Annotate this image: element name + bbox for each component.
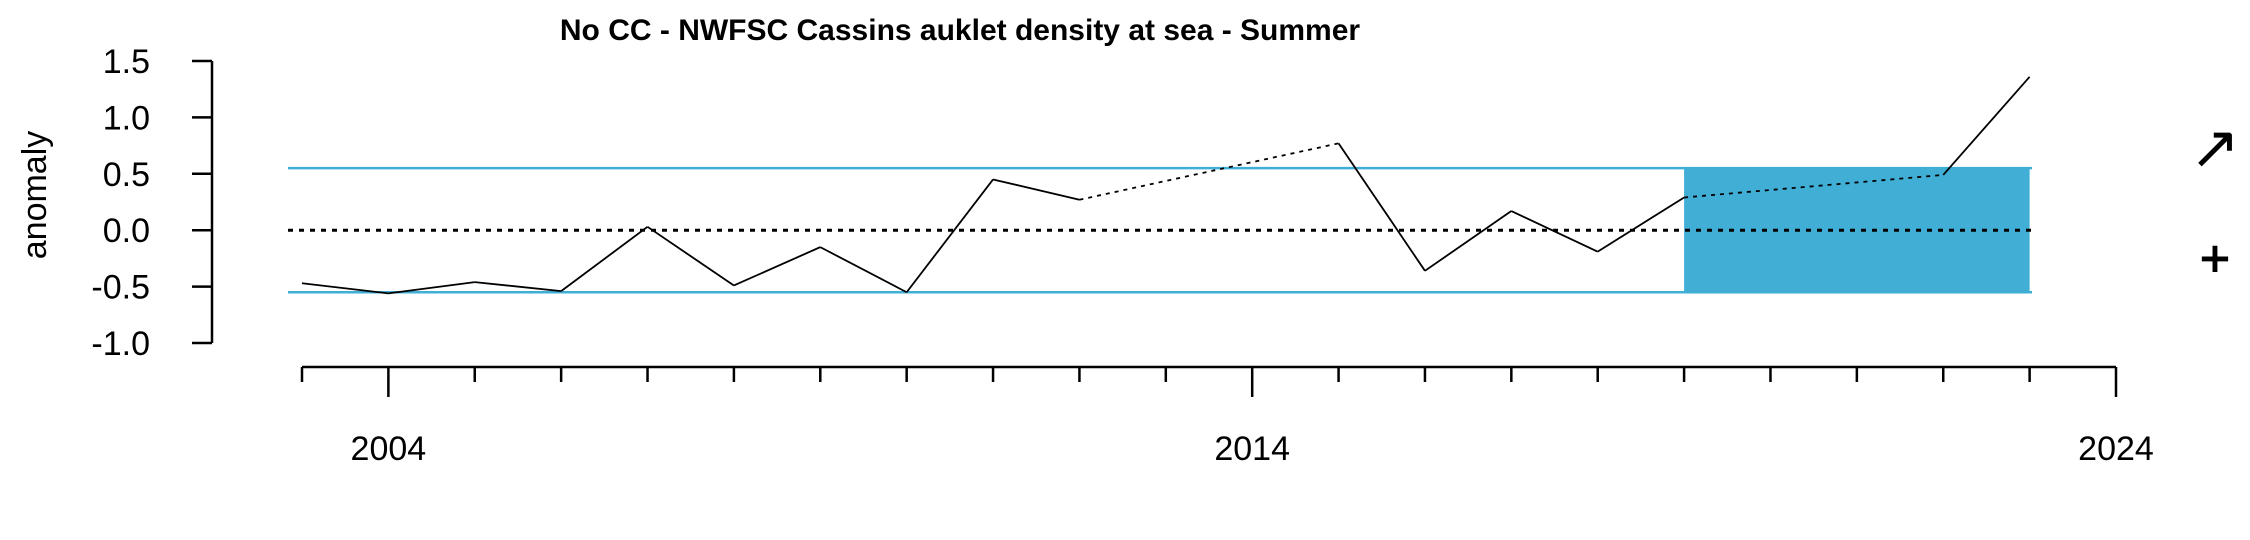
trend-arrow-icon: ↗ — [2190, 113, 2240, 183]
series-segment — [560, 226, 649, 292]
series-segment — [992, 178, 1080, 201]
x-tick-label: 2014 — [1214, 430, 1290, 468]
series-segment — [1597, 196, 1685, 253]
recent-period-band — [1684, 168, 2030, 293]
series-segment — [819, 246, 908, 294]
series-segment — [301, 282, 389, 295]
y-tick-label: -0.5 — [91, 269, 150, 307]
y-axis-label: anomaly — [16, 131, 54, 260]
series-gap-segment — [1684, 174, 1944, 199]
y-tick-label: 1.0 — [103, 99, 150, 137]
x-tick-label: 2004 — [351, 430, 427, 468]
series-gap-segment — [1079, 142, 1339, 201]
series-segment — [1510, 210, 1599, 253]
series-segment — [1424, 210, 1512, 272]
mean-indicator-plus-icon: + — [2197, 233, 2232, 282]
series-segment — [647, 226, 735, 287]
data-series — [301, 76, 2031, 295]
series-segment — [905, 178, 994, 293]
x-axis: 2004 2014 2024 — [300, 365, 2154, 468]
series-segment — [1942, 76, 2031, 176]
series-segment — [733, 246, 821, 287]
x-tick-label: 2024 — [2078, 430, 2154, 468]
y-axis: 1.5 1.0 0.5 0.0 -0.5 -1.0 — [91, 43, 214, 363]
series-segment — [474, 281, 562, 293]
y-tick-label: 0.5 — [103, 156, 150, 194]
y-tick-label: 0.0 — [103, 212, 150, 250]
y-tick-label: -1.0 — [91, 325, 150, 363]
series-segment — [1337, 142, 1426, 272]
chart-title: No CC - NWFSC Cassins auklet density at … — [560, 14, 1361, 47]
y-tick-label: 1.5 — [103, 43, 150, 81]
series-segment — [388, 281, 475, 295]
